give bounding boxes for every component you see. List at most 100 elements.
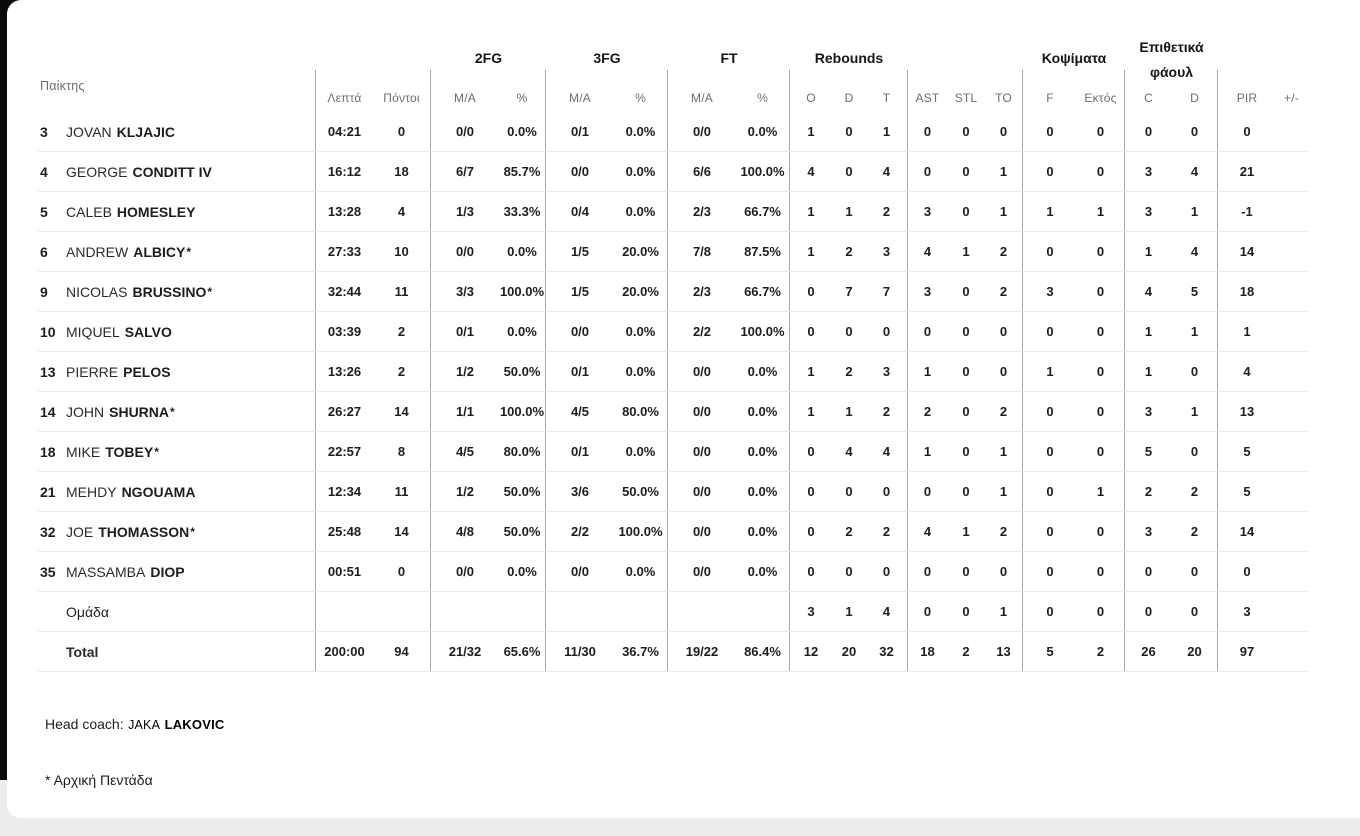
cell-reb-d: 1 bbox=[845, 204, 853, 219]
cell-points: 94 bbox=[373, 632, 431, 671]
group-header-ft: FT bbox=[720, 50, 738, 66]
table-row[interactable]: 21 MEHDY NGOUAMA 12:34 11 1/2 50.0% 3/6 … bbox=[38, 472, 1307, 512]
cell-ft-ma: 0/0 bbox=[692, 404, 712, 419]
player-cell: 9 NICOLAS BRUSSINO * bbox=[38, 272, 316, 311]
player-number: 6 bbox=[40, 243, 48, 260]
cell-foul-c: 1 bbox=[1144, 324, 1153, 339]
cell-plusminus bbox=[1276, 512, 1307, 551]
cell-ft-ma: 0/0 bbox=[692, 124, 712, 139]
table-row[interactable]: 18 MIKE TOBEY * 22:57 8 4/5 80.0% 0/1 0.… bbox=[38, 432, 1307, 472]
cell-reb-o: 1 bbox=[807, 244, 815, 259]
cell-foul-c: 3 bbox=[1144, 524, 1153, 539]
player-number: 14 bbox=[40, 403, 56, 420]
table-row[interactable]: 14 JOHN SHURNA * 26:27 14 1/1 100.0% 4/5… bbox=[38, 392, 1307, 432]
cell-plusminus bbox=[1276, 552, 1307, 591]
cell-minutes: 200:00 bbox=[324, 644, 365, 659]
cell-2fg-ma bbox=[431, 592, 499, 631]
cell-ast: 3 bbox=[923, 284, 932, 299]
cell-2fg-ma: 4/8 bbox=[455, 524, 475, 539]
table-row[interactable]: 9 NICOLAS BRUSSINO * 32:44 11 3/3 100.0%… bbox=[38, 272, 1307, 312]
group-header-2fg: 2FG bbox=[474, 50, 503, 66]
table-row[interactable]: 35 MASSAMBA DIOP 00:51 0 0/0 0.0% 0/0 0.… bbox=[38, 552, 1307, 592]
cell-3fg-pct: 0.0% bbox=[614, 312, 668, 351]
cell-foul-d: 2 bbox=[1172, 472, 1218, 511]
cell-ft-pct: 100.0% bbox=[736, 152, 790, 191]
cell-block-against: 0 bbox=[1077, 432, 1125, 471]
cell-to: 1 bbox=[985, 192, 1023, 231]
table-row[interactable]: 13 PIERRE PELOS 13:26 2 1/2 50.0% 0/1 0.… bbox=[38, 352, 1307, 392]
cell-points: 14 bbox=[373, 512, 431, 551]
cell-foul-d: 0 bbox=[1172, 112, 1218, 151]
cell-reb-t: 1 bbox=[866, 112, 908, 151]
cell-stl: 0 bbox=[962, 604, 970, 619]
cell-ft-ma: 7/8 bbox=[692, 244, 712, 259]
head-coach-label: Head coach: bbox=[45, 716, 124, 732]
cell-block-f: 0 bbox=[1046, 444, 1054, 459]
table-row[interactable]: 6 ANDREW ALBICY * 27:33 10 0/0 0.0% 1/5 … bbox=[38, 232, 1307, 272]
col-header-ast: AST bbox=[915, 91, 940, 105]
cell-foul-c: 3 bbox=[1144, 164, 1153, 179]
cell-foul-d: 2 bbox=[1172, 512, 1218, 551]
cell-minutes: 27:33 bbox=[327, 244, 362, 259]
cell-to: 1 bbox=[985, 152, 1023, 191]
cell-ast: 0 bbox=[923, 124, 932, 139]
player-first-name: JOHN bbox=[66, 403, 105, 420]
player-number: 21 bbox=[40, 483, 56, 500]
cell-plusminus bbox=[1276, 312, 1307, 351]
player-first-name: MIQUEL bbox=[66, 323, 120, 340]
cell-block-f: 0 bbox=[1046, 564, 1054, 579]
cell-3fg-pct: 0.0% bbox=[614, 432, 668, 471]
cell-2fg-ma: 1/2 bbox=[455, 364, 475, 379]
cell-reb-o: 0 bbox=[807, 324, 815, 339]
cell-ast: 2 bbox=[923, 404, 932, 419]
cell-2fg-pct: 65.6% bbox=[499, 632, 546, 671]
player-last-name: CONDITT IV bbox=[132, 163, 212, 180]
player-number: 13 bbox=[40, 363, 56, 380]
table-body: 3 JOVAN KLJAJIC 04:21 0 0/0 0.0% 0/1 0.0… bbox=[38, 112, 1307, 672]
cell-2fg-ma: 0/0 bbox=[455, 244, 475, 259]
table-row[interactable]: 10 MIQUEL SALVO 03:39 2 0/1 0.0% 0/0 0.0… bbox=[38, 312, 1307, 352]
cell-minutes: 26:27 bbox=[327, 404, 362, 419]
player-cell: 3 JOVAN KLJAJIC bbox=[38, 112, 316, 151]
cell-block-f: 1 bbox=[1046, 204, 1054, 219]
cell-foul-d: 1 bbox=[1172, 312, 1218, 351]
player-cell: 10 MIQUEL SALVO bbox=[38, 312, 316, 351]
cell-3fg-pct: 0.0% bbox=[614, 352, 668, 391]
table-row[interactable]: 4 GEORGE CONDITT IV 16:12 18 6/7 85.7% 0… bbox=[38, 152, 1307, 192]
cell-reb-t: 4 bbox=[866, 432, 908, 471]
col-header-2fg-pct: % bbox=[499, 70, 546, 112]
player-first-name: MIKE bbox=[66, 443, 101, 460]
cell-reb-t: 2 bbox=[866, 392, 908, 431]
table-row[interactable]: 5 CALEB HOMESLEY 13:28 4 1/3 33.3% 0/4 0… bbox=[38, 192, 1307, 232]
cell-ft-pct: 0.0% bbox=[736, 512, 790, 551]
cell-2fg-pct bbox=[499, 592, 546, 631]
cell-pir: 1 bbox=[1243, 324, 1251, 339]
cell-pir: 5 bbox=[1243, 444, 1251, 459]
cell-points: 2 bbox=[373, 312, 431, 351]
cell-reb-t: 7 bbox=[866, 272, 908, 311]
cell-ft-ma: 0/0 bbox=[692, 364, 712, 379]
cell-3fg-ma: 0/4 bbox=[570, 204, 590, 219]
cell-ft-ma: 0/0 bbox=[692, 444, 712, 459]
table-row[interactable]: 3 JOVAN KLJAJIC 04:21 0 0/0 0.0% 0/1 0.0… bbox=[38, 112, 1307, 152]
cell-ft-pct: 0.0% bbox=[736, 432, 790, 471]
player-last-name: THOMASSON bbox=[98, 523, 190, 540]
stats-table: 2FG 3FG FT Rebounds Κοψίματα Επιθετικά φ… bbox=[38, 20, 1307, 672]
cell-block-against: 0 bbox=[1077, 512, 1125, 551]
cell-3fg-ma: 0/1 bbox=[570, 124, 590, 139]
cell-stl: 0 bbox=[962, 364, 970, 379]
cell-3fg-pct: 80.0% bbox=[614, 392, 668, 431]
cell-foul-c: 1 bbox=[1144, 244, 1153, 259]
cell-ast: 18 bbox=[920, 644, 935, 659]
cell-3fg-pct: 0.0% bbox=[614, 552, 668, 591]
col-header-foul-c: C bbox=[1144, 91, 1153, 105]
player-last-name: DIOP bbox=[150, 563, 185, 580]
col-header-3fg-pct: % bbox=[614, 70, 668, 112]
cell-3fg-ma: 11/30 bbox=[564, 644, 596, 659]
cell-block-against: 0 bbox=[1077, 392, 1125, 431]
table-row[interactable]: 32 JOE THOMASSON * 25:48 14 4/8 50.0% 2/… bbox=[38, 512, 1307, 552]
starter-asterisk: * bbox=[154, 444, 159, 459]
cell-block-against: 1 bbox=[1077, 472, 1125, 511]
cell-stl: 0 bbox=[962, 204, 970, 219]
cell-foul-d: 4 bbox=[1172, 152, 1218, 191]
